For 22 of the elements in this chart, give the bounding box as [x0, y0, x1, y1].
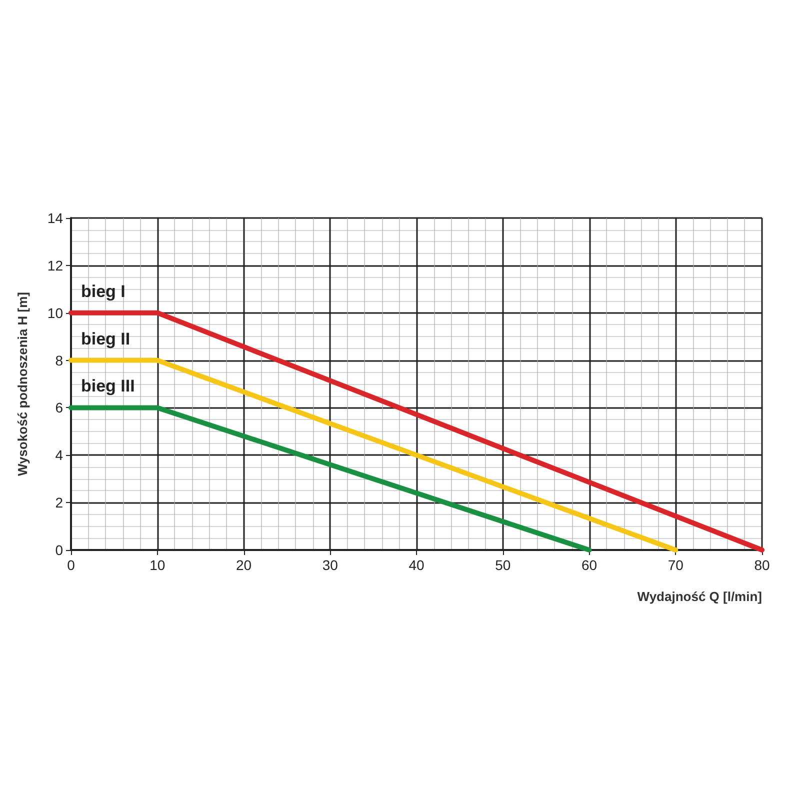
- y-tick-label: 8: [55, 352, 64, 368]
- y-tick-label: 6: [55, 400, 64, 416]
- y-tick-label: 0: [55, 542, 64, 558]
- y-tick-label: 2: [55, 494, 64, 511]
- y-tick-label: 14: [47, 210, 64, 226]
- x-axis-title: Wydajność Q [l/min]: [637, 589, 762, 604]
- x-tick-label: 50: [495, 557, 511, 573]
- series-label: bieg II: [81, 329, 130, 348]
- y-tick-label: 10: [47, 304, 64, 321]
- x-tick-label: 0: [67, 557, 76, 573]
- y-tick-label: 12: [47, 257, 64, 274]
- x-tick-label: 10: [150, 557, 166, 573]
- x-tick-label: 80: [754, 557, 770, 573]
- x-tick-label: 40: [408, 557, 424, 573]
- x-tick-label: 30: [322, 557, 338, 573]
- series-label: bieg I: [81, 282, 126, 301]
- x-tick-label: 20: [236, 557, 252, 573]
- series-label: bieg III: [81, 376, 135, 396]
- x-tick-label: 60: [581, 557, 598, 573]
- x-tick-label: 70: [668, 557, 684, 573]
- y-tick-label: 4: [55, 447, 64, 464]
- y-axis-title: Wysokość podnoszenia H [m]: [15, 292, 30, 476]
